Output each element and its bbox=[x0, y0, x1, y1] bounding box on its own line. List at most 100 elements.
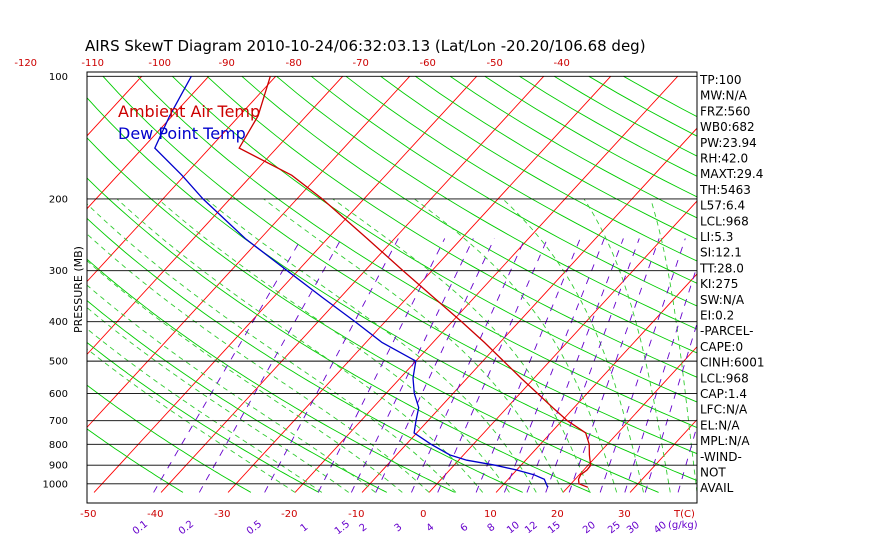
mixing-ratio-tick-label: 30 bbox=[625, 520, 642, 537]
top-temp-tick-label: -40 bbox=[554, 58, 570, 69]
dry-adiabat-line bbox=[380, 75, 697, 262]
mixing-ratio-line bbox=[599, 238, 686, 493]
mixing-ratio-tick-label: 12 bbox=[523, 520, 540, 537]
stability-index-item: -PARCEL- bbox=[700, 324, 754, 338]
dry-adiabat-line bbox=[87, 258, 455, 493]
mixing-ratio-tick-label: 4 bbox=[425, 522, 437, 535]
mixing-ratio-line bbox=[475, 238, 581, 493]
dry-adiabat-line bbox=[87, 137, 659, 493]
mixing-ratio-tick-label: 8 bbox=[486, 522, 498, 535]
moist-adiabat-line bbox=[87, 260, 403, 493]
dry-adiabat-line bbox=[206, 75, 697, 378]
stability-index-item: PW:23.94 bbox=[700, 136, 757, 150]
stability-index-item: NOT bbox=[700, 466, 726, 480]
pressure-tick-label: 200 bbox=[49, 194, 68, 205]
mixing-ratio-tick-label: 0.2 bbox=[177, 519, 196, 537]
stability-index-item: CAPE:0 bbox=[700, 340, 743, 354]
mixing-ratio-line bbox=[568, 238, 660, 493]
dry-adiabat-line bbox=[276, 75, 697, 330]
isotherm-line bbox=[160, 75, 545, 493]
bottom-temp-tick-label: -10 bbox=[348, 509, 364, 520]
bottom-temp-tick-label: 20 bbox=[551, 509, 564, 520]
dry-adiabat-line bbox=[87, 217, 523, 493]
isotherm-line bbox=[562, 346, 697, 493]
moist-adiabat-line bbox=[87, 307, 349, 493]
moist-adiabat-line bbox=[87, 203, 457, 493]
pressure-tick-label: 900 bbox=[49, 461, 68, 472]
mixing-ratio-line bbox=[644, 322, 697, 493]
isotherm-line bbox=[495, 273, 697, 493]
series-layer bbox=[154, 75, 592, 488]
stability-index-item: SI:12.1 bbox=[700, 246, 742, 260]
isotherm-line bbox=[294, 75, 679, 493]
ambient-air-temp-line bbox=[238, 76, 592, 488]
bottom-temp-tick-label: -40 bbox=[147, 509, 163, 520]
pressure-tick-label: 600 bbox=[49, 389, 68, 400]
dry-adiabat-line bbox=[137, 75, 697, 429]
moist-adiabat-line bbox=[414, 198, 618, 493]
stability-index-item: MPL:N/A bbox=[700, 434, 750, 448]
stability-index-item: LCL:968 bbox=[700, 214, 749, 228]
isotherm-line bbox=[0, 76, 75, 492]
moist-adiabat-line bbox=[650, 198, 697, 493]
mixing-ratio-line bbox=[526, 238, 624, 493]
dry-adiabat-line bbox=[102, 75, 697, 455]
moist-adiabat-line bbox=[87, 233, 430, 493]
stability-index-item: FRZ:560 bbox=[700, 104, 750, 118]
top-temp-tick-label: -120 bbox=[14, 58, 37, 69]
moist-adiabat-line bbox=[87, 348, 296, 493]
moist-adiabat-line bbox=[583, 198, 671, 493]
pressure-tick-label: 800 bbox=[49, 440, 68, 451]
stability-index-item: TT:28.0 bbox=[699, 261, 744, 275]
moist-adiabat-line bbox=[332, 198, 591, 493]
top-temp-tick-label: -80 bbox=[286, 58, 302, 69]
stability-index-item: LI:5.3 bbox=[700, 230, 733, 244]
stability-index-item: AVAIL bbox=[700, 481, 734, 495]
isotherm-line bbox=[87, 75, 411, 428]
pressure-tick-label: 300 bbox=[49, 266, 68, 277]
bottom-temp-tick-label: 10 bbox=[484, 509, 497, 520]
mixing-ratio-tick-label: 2 bbox=[358, 522, 370, 535]
dry-adiabat-line bbox=[241, 75, 697, 354]
mixing-ratio-tick-label: 1.5 bbox=[333, 519, 352, 537]
mixing-ratio-line bbox=[350, 238, 474, 493]
mixing-ratio-tick-label: 20 bbox=[581, 520, 598, 537]
pressure-tick-label: 1000 bbox=[43, 479, 68, 490]
mixing-ratio-tick-label: 40 bbox=[652, 520, 669, 537]
mixing-ratio-line bbox=[624, 265, 697, 493]
isotherm-line bbox=[93, 75, 478, 493]
mixing-ratio-tick-label: 0.5 bbox=[245, 519, 264, 537]
bottom-temp-tick-label: 0 bbox=[420, 509, 426, 520]
isotherm-line bbox=[0, 76, 8, 492]
top-temp-tick-label: -70 bbox=[353, 58, 369, 69]
isotherm-line bbox=[428, 200, 697, 493]
dry-adiabat-line bbox=[415, 75, 697, 240]
stability-index-item: MW:N/A bbox=[700, 89, 748, 103]
isobar-layer bbox=[87, 75, 697, 485]
dew-point-temp-line bbox=[154, 75, 549, 488]
dry-adiabat-line bbox=[311, 75, 697, 307]
stability-index-item: WB0:682 bbox=[700, 120, 755, 134]
mixing-ratio-tick-label: 25 bbox=[606, 520, 623, 537]
mixing-ratio-unit-label: (g/kg) bbox=[668, 520, 698, 531]
bottom-temp-tick-label: -30 bbox=[214, 509, 230, 520]
dry-adiabat-line bbox=[87, 341, 320, 493]
dry-adiabat-line bbox=[484, 75, 697, 198]
stability-index-item: -WIND- bbox=[700, 450, 742, 464]
dry-adiabat-line bbox=[345, 75, 697, 284]
stability-index-item: TP:100 bbox=[699, 73, 742, 87]
stability-index-item: LFC:N/A bbox=[700, 403, 748, 417]
mixing-ratio-line bbox=[153, 238, 302, 493]
top-temp-tick-label: -50 bbox=[487, 58, 503, 69]
isotherm-line bbox=[87, 75, 344, 356]
moist-adiabat-line bbox=[87, 284, 376, 493]
moist-adiabat-line bbox=[263, 198, 564, 493]
mixing-ratio-line bbox=[198, 238, 342, 493]
dry-adiabat-line bbox=[87, 299, 388, 493]
stability-index-item: EL:N/A bbox=[700, 418, 740, 432]
bottom-temp-tick-label: -20 bbox=[281, 509, 297, 520]
temp-unit-label: T(C) bbox=[673, 509, 695, 520]
moist-adiabat-line bbox=[502, 198, 644, 493]
mixing-ratio-line bbox=[503, 238, 605, 493]
